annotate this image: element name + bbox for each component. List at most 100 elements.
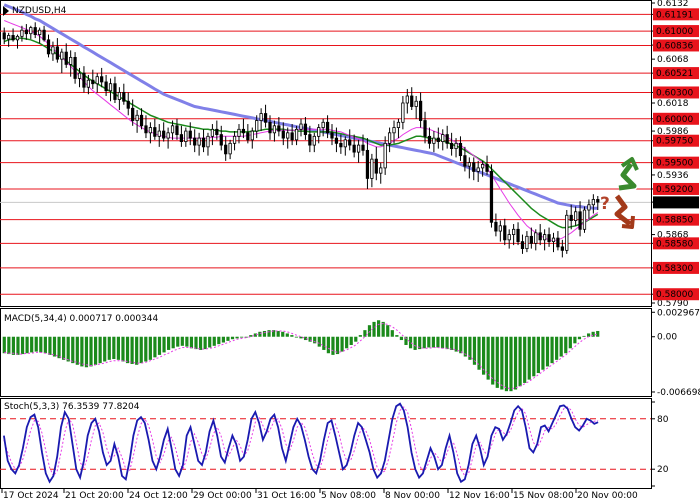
macd-bar: [345, 336, 349, 349]
candle: [100, 67, 104, 88]
candle-body: [556, 237, 560, 248]
candle-body: [135, 114, 139, 121]
macd-bar: [57, 336, 61, 359]
macd-bar: [413, 336, 417, 350]
macd-bar: [427, 336, 431, 348]
macd-bar: [112, 336, 116, 360]
candle-body: [197, 137, 201, 146]
macd-bar: [418, 336, 422, 350]
macd-bar: [125, 336, 130, 364]
candle: [339, 134, 343, 154]
macd-bar: [71, 336, 75, 364]
macd-bar: [135, 336, 139, 365]
candle-body: [153, 127, 157, 137]
candle: [148, 122, 153, 144]
candle-body: [64, 51, 68, 65]
candle: [441, 129, 445, 151]
macd-title: MACD(5,34,4) 0.000717 0.000344: [4, 314, 159, 324]
candle: [361, 134, 365, 156]
macd-bar: [272, 330, 276, 337]
candle: [494, 213, 498, 237]
macd-bar: [504, 336, 509, 392]
price-tick-label: 0.5986: [657, 127, 689, 137]
stoch-tick-label: 80: [657, 415, 669, 425]
candle: [15, 34, 20, 49]
price-tick-label: 0.5936: [657, 171, 689, 181]
candle-body: [184, 130, 188, 142]
candle: [343, 136, 347, 156]
macd-axis: 0.002967 0.00 -0.006698: [651, 308, 700, 398]
level-price-badge: [653, 288, 699, 301]
time-tick-label: 31 Oct 16:00: [257, 491, 316, 500]
down-arrow-icon: [614, 194, 635, 229]
candle-body: [489, 171, 494, 223]
candle-body: [294, 128, 299, 141]
candle-body: [108, 83, 113, 92]
macd-bar: [208, 336, 212, 348]
candle-body: [86, 79, 90, 88]
candle-body: [170, 125, 175, 134]
macd-bar: [281, 331, 285, 337]
macd-tick-label: 0.002967: [657, 308, 700, 318]
current-price-badge: [653, 196, 699, 209]
macd-bar: [468, 336, 472, 360]
macd-bar: [390, 330, 394, 337]
macd-bar: [477, 336, 481, 370]
candle: [596, 195, 600, 211]
candle: [7, 32, 11, 47]
candle-body: [162, 130, 166, 139]
candle-body: [95, 76, 99, 85]
candle: [485, 155, 489, 175]
current-price-label: 0.59047: [656, 198, 693, 208]
candle-body: [113, 83, 117, 100]
level-price-badge: [653, 67, 699, 80]
candle-body: [401, 102, 405, 123]
level-price-label: 0.61191: [656, 10, 693, 20]
time-tick-label: 8 Nov 00:00: [385, 491, 440, 500]
candle-body: [33, 27, 37, 35]
macd-bar: [66, 336, 70, 362]
candle: [82, 66, 86, 93]
candle-body: [2, 32, 6, 40]
candle-body: [255, 120, 259, 132]
candles: [2, 22, 600, 258]
macd-bar: [25, 336, 29, 354]
candle: [162, 122, 166, 142]
candle-body: [352, 144, 356, 153]
candle: [587, 199, 591, 219]
candle-body: [263, 113, 268, 123]
candle-body: [201, 137, 206, 148]
candle: [574, 206, 578, 226]
candle: [299, 118, 303, 137]
macd-bar: [167, 336, 171, 350]
candle-body: [458, 142, 463, 157]
time-tick-label: 5 Nov 08:00: [321, 491, 376, 500]
candle: [551, 232, 556, 253]
macd-bar: [500, 336, 504, 390]
macd-bar: [358, 335, 362, 337]
macd-bar: [139, 336, 143, 364]
candle-body: [11, 35, 15, 41]
level-price-badge: [653, 134, 699, 147]
macd-bar: [445, 336, 449, 350]
candle: [175, 118, 179, 140]
macd-bar: [43, 336, 47, 354]
macd-bar: [221, 336, 225, 343]
candle: [529, 227, 533, 249]
candle: [512, 224, 516, 246]
macd-bar: [2, 336, 6, 354]
candle-body: [467, 162, 471, 167]
time-tick-label: 20 Nov 00:00: [577, 491, 638, 500]
level-price-badge: [653, 112, 699, 125]
candle-body: [20, 29, 24, 37]
macd-bar: [294, 336, 299, 338]
level-price-badge: [653, 39, 699, 52]
candle-body: [241, 128, 246, 134]
candle-body: [144, 125, 148, 134]
candle: [414, 95, 418, 119]
macd-bar: [34, 336, 38, 352]
macd-histogram: [2, 320, 600, 392]
macd-bar: [180, 336, 184, 346]
candle-body: [69, 56, 73, 65]
macd-bar: [80, 336, 84, 367]
